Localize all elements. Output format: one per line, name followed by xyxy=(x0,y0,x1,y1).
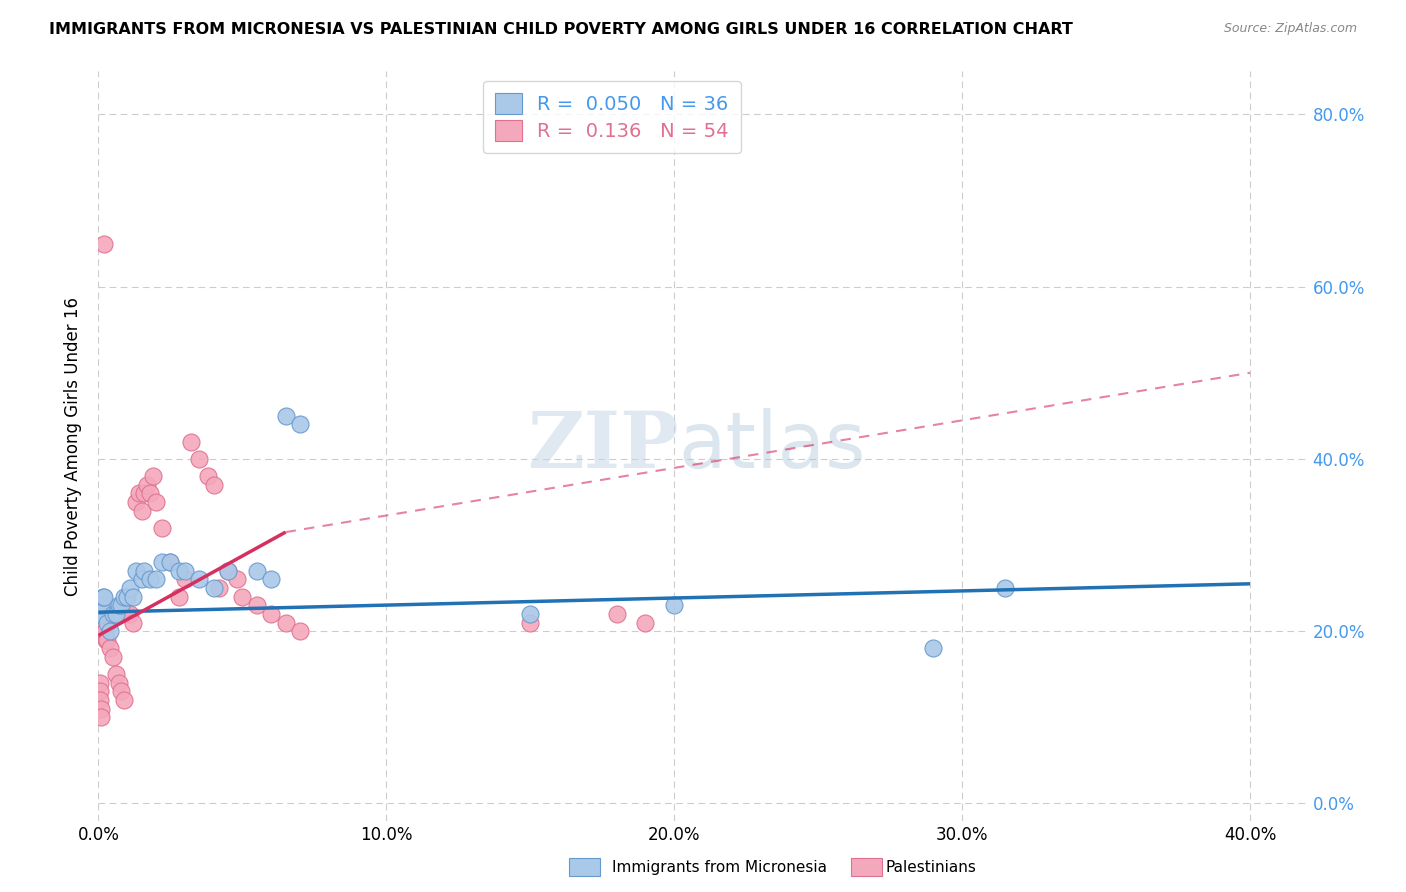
Point xyxy=(94,632,117,647)
Text: atlas: atlas xyxy=(679,408,866,484)
Point xyxy=(112,590,135,604)
Point xyxy=(519,607,541,621)
Point xyxy=(96,615,118,630)
Point xyxy=(188,451,211,466)
Point xyxy=(89,607,111,621)
Point xyxy=(107,676,129,690)
Point xyxy=(173,564,195,578)
Point xyxy=(131,573,153,587)
Point xyxy=(120,581,142,595)
Point xyxy=(115,607,138,621)
Point xyxy=(89,684,111,698)
Text: Palestinians: Palestinians xyxy=(886,860,977,874)
Point xyxy=(90,710,112,724)
Point xyxy=(122,615,145,630)
Point xyxy=(110,599,132,613)
Point xyxy=(145,573,167,587)
Point xyxy=(225,573,247,587)
Point xyxy=(104,607,127,621)
Point xyxy=(98,624,121,639)
Point xyxy=(125,564,148,578)
Point xyxy=(134,486,156,500)
Point xyxy=(167,564,190,578)
Point xyxy=(167,590,190,604)
Point xyxy=(664,599,686,613)
Point xyxy=(98,641,121,656)
Point xyxy=(180,434,202,449)
Text: Source: ZipAtlas.com: Source: ZipAtlas.com xyxy=(1223,22,1357,36)
Point xyxy=(89,624,111,639)
Point xyxy=(145,495,167,509)
Point xyxy=(93,590,115,604)
Point xyxy=(90,599,112,613)
Point xyxy=(136,477,159,491)
Point xyxy=(202,581,225,595)
Point xyxy=(202,477,225,491)
Legend: R =  0.050   N = 36, R =  0.136   N = 54: R = 0.050 N = 36, R = 0.136 N = 54 xyxy=(484,81,741,153)
Point xyxy=(90,701,112,715)
Point xyxy=(606,607,628,621)
Point xyxy=(128,486,150,500)
Point xyxy=(231,590,253,604)
Point xyxy=(104,667,127,681)
Text: ZIP: ZIP xyxy=(527,408,679,484)
Point xyxy=(101,650,124,665)
Point xyxy=(89,676,111,690)
Point xyxy=(139,573,162,587)
Point xyxy=(125,495,148,509)
Point xyxy=(91,607,114,621)
Point xyxy=(134,564,156,578)
Point xyxy=(173,573,195,587)
Point xyxy=(89,607,111,621)
Point xyxy=(122,590,145,604)
Point xyxy=(120,607,142,621)
Point xyxy=(110,684,132,698)
Point xyxy=(93,615,115,630)
Point xyxy=(159,555,181,569)
Point xyxy=(87,615,110,630)
Point xyxy=(208,581,231,595)
Point xyxy=(89,599,111,613)
Point xyxy=(246,599,269,613)
Point xyxy=(519,615,541,630)
Point xyxy=(91,615,114,630)
Point xyxy=(93,607,115,621)
Y-axis label: Child Poverty Among Girls Under 16: Child Poverty Among Girls Under 16 xyxy=(65,296,83,596)
Point xyxy=(139,486,162,500)
Point xyxy=(90,607,112,621)
Point xyxy=(188,573,211,587)
Point xyxy=(89,615,111,630)
Point xyxy=(94,624,117,639)
Point xyxy=(260,607,283,621)
Point xyxy=(260,573,283,587)
Point xyxy=(994,581,1017,595)
Point xyxy=(107,599,129,613)
Point xyxy=(274,615,297,630)
Point xyxy=(274,409,297,423)
Point xyxy=(634,615,657,630)
Point xyxy=(96,632,118,647)
Text: Immigrants from Micronesia: Immigrants from Micronesia xyxy=(612,860,827,874)
Point xyxy=(131,503,153,517)
Point xyxy=(922,641,945,656)
Point xyxy=(246,564,269,578)
Point xyxy=(142,469,165,483)
Point xyxy=(115,590,138,604)
Point xyxy=(150,521,173,535)
Point xyxy=(87,607,110,621)
Point xyxy=(89,693,111,707)
Point xyxy=(288,417,311,432)
Point xyxy=(93,236,115,251)
Point xyxy=(90,615,112,630)
Point xyxy=(217,564,239,578)
Point xyxy=(288,624,311,639)
Point xyxy=(159,555,181,569)
Point xyxy=(217,564,239,578)
Text: IMMIGRANTS FROM MICRONESIA VS PALESTINIAN CHILD POVERTY AMONG GIRLS UNDER 16 COR: IMMIGRANTS FROM MICRONESIA VS PALESTINIA… xyxy=(49,22,1073,37)
Point xyxy=(101,607,124,621)
Point xyxy=(197,469,219,483)
Point xyxy=(91,590,114,604)
Point xyxy=(112,693,135,707)
Point xyxy=(150,555,173,569)
